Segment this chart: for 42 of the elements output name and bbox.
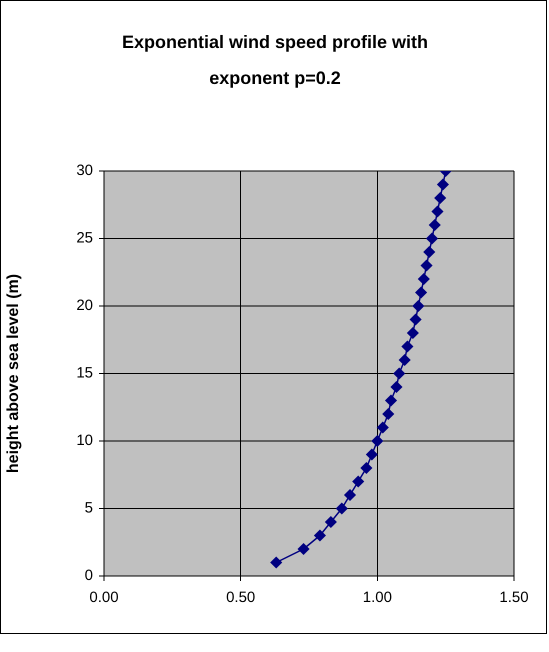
x-tick-label: 0.50 xyxy=(226,589,256,606)
point xyxy=(366,448,378,460)
chart-title: Exponential wind speed profile with exponent p=0.2 xyxy=(120,31,430,90)
point xyxy=(390,381,402,393)
point xyxy=(360,462,372,474)
point xyxy=(314,530,326,542)
y-tick-label: 20 xyxy=(76,297,93,314)
point xyxy=(428,219,440,231)
x-tick-label: 1.50 xyxy=(499,589,529,606)
y-axis-title: height above sea level (m) xyxy=(5,274,22,474)
point xyxy=(336,502,348,514)
y-tick-label: 15 xyxy=(76,364,93,382)
point xyxy=(410,314,422,326)
point xyxy=(270,556,282,568)
y-tick-label: 25 xyxy=(76,230,93,247)
x-tick-label: 1.00 xyxy=(362,589,392,606)
point xyxy=(420,260,432,272)
y-tick-label: 0 xyxy=(84,567,93,584)
point xyxy=(325,516,337,528)
point xyxy=(424,246,436,258)
point xyxy=(402,340,414,352)
y-tick-label: 30 xyxy=(76,162,93,180)
point xyxy=(437,178,449,190)
x-tick-label: 0.00 xyxy=(89,589,119,606)
y-tick-label: 5 xyxy=(84,500,93,517)
point xyxy=(382,408,394,420)
point xyxy=(434,192,446,204)
point xyxy=(393,368,405,380)
point xyxy=(298,543,310,555)
point xyxy=(398,354,410,366)
point xyxy=(426,232,438,244)
point xyxy=(344,489,356,501)
point xyxy=(432,206,444,218)
point xyxy=(377,422,389,434)
point xyxy=(385,394,397,406)
point xyxy=(407,327,419,339)
point xyxy=(412,300,424,312)
y-tick-label: 10 xyxy=(76,432,93,450)
point xyxy=(372,435,384,447)
point xyxy=(415,286,427,298)
point xyxy=(418,273,430,285)
point xyxy=(352,476,364,488)
